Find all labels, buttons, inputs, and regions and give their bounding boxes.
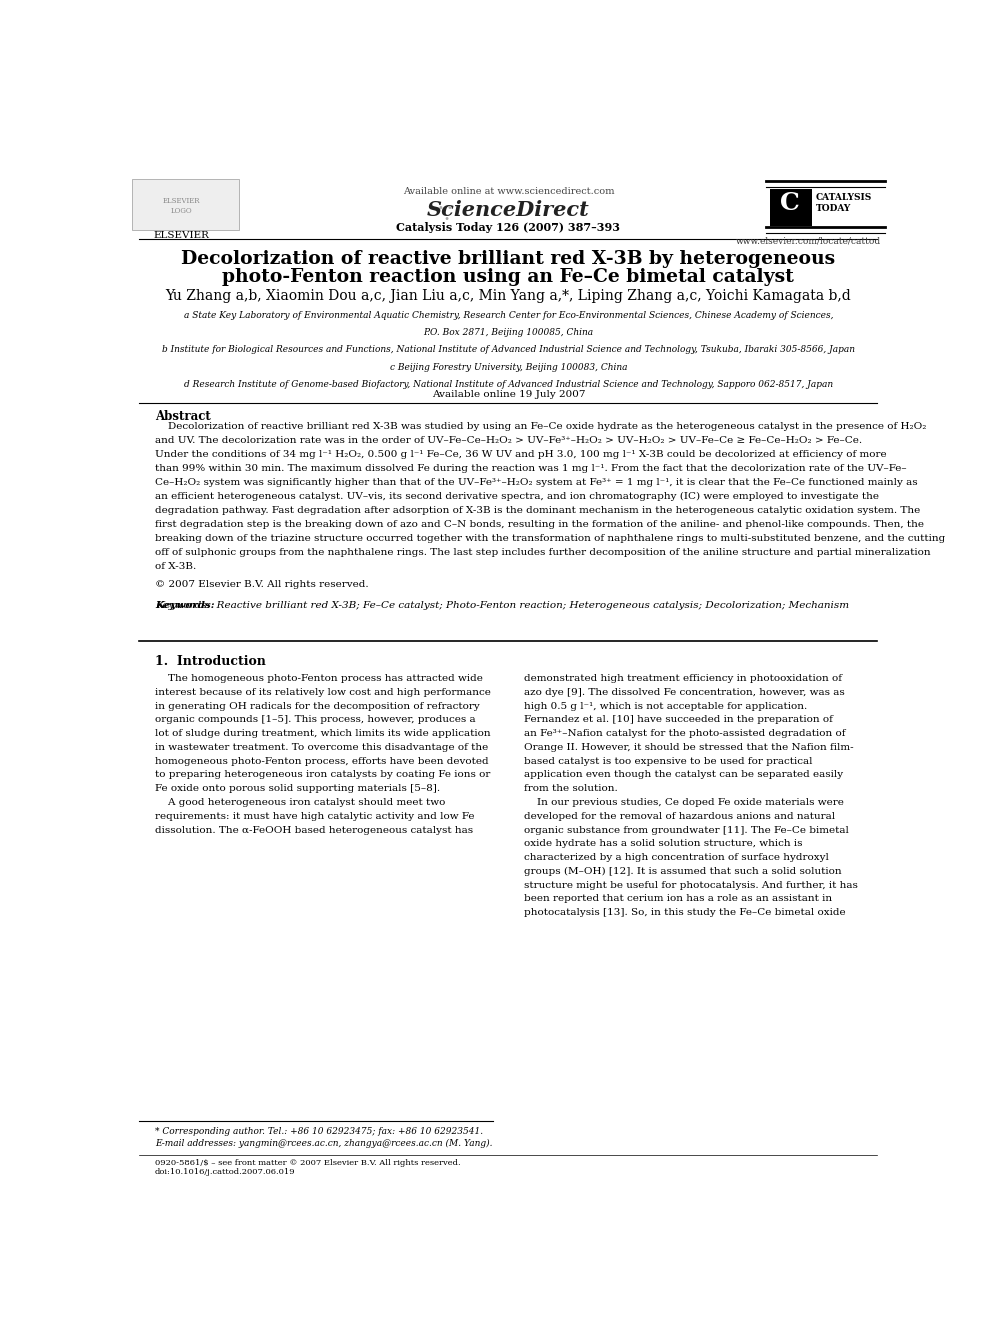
Text: characterized by a high concentration of surface hydroxyl: characterized by a high concentration of… xyxy=(524,853,828,863)
Text: an efficient heterogeneous catalyst. UV–vis, its second derivative spectra, and : an efficient heterogeneous catalyst. UV–… xyxy=(155,492,879,501)
Text: a State Key Laboratory of Environmental Aquatic Chemistry, Research Center for E: a State Key Laboratory of Environmental … xyxy=(184,311,833,320)
Bar xyxy=(770,189,812,226)
Text: than 99% within 30 min. The maximum dissolved Fe during the reaction was 1 mg l⁻: than 99% within 30 min. The maximum diss… xyxy=(155,464,907,472)
Text: Fe oxide onto porous solid supporting materials [5–8].: Fe oxide onto porous solid supporting ma… xyxy=(155,785,439,794)
Text: Under the conditions of 34 mg l⁻¹ H₂O₂, 0.500 g l⁻¹ Fe–Ce, 36 W UV and pH 3.0, 1: Under the conditions of 34 mg l⁻¹ H₂O₂, … xyxy=(155,450,887,459)
Text: to preparing heterogeneous iron catalysts by coating Fe ions or: to preparing heterogeneous iron catalyst… xyxy=(155,770,490,779)
Text: www.elsevier.com/locate/cattod: www.elsevier.com/locate/cattod xyxy=(736,237,881,245)
Text: d Research Institute of Genome-based Biofactory, National Institute of Advanced : d Research Institute of Genome-based Bio… xyxy=(184,380,833,389)
Text: lot of sludge during treatment, which limits its wide application: lot of sludge during treatment, which li… xyxy=(155,729,490,738)
Text: A good heterogeneous iron catalyst should meet two: A good heterogeneous iron catalyst shoul… xyxy=(155,798,445,807)
Text: organic compounds [1–5]. This process, however, produces a: organic compounds [1–5]. This process, h… xyxy=(155,716,475,725)
Text: © 2007 Elsevier B.V. All rights reserved.: © 2007 Elsevier B.V. All rights reserved… xyxy=(155,581,368,589)
Text: Yu Zhang a,b, Xiaomin Dou a,c, Jian Liu a,c, Min Yang a,*, Liping Zhang a,c, Yoi: Yu Zhang a,b, Xiaomin Dou a,c, Jian Liu … xyxy=(166,290,851,303)
Text: an Fe³⁺–Nafion catalyst for the photo-assisted degradation of: an Fe³⁺–Nafion catalyst for the photo-as… xyxy=(524,729,845,738)
Text: degradation pathway. Fast degradation after adsorption of X-3B is the dominant m: degradation pathway. Fast degradation af… xyxy=(155,505,920,515)
Text: been reported that cerium ion has a role as an assistant in: been reported that cerium ion has a role… xyxy=(524,894,832,904)
Text: P.O. Box 2871, Beijing 100085, China: P.O. Box 2871, Beijing 100085, China xyxy=(424,328,593,337)
Text: Decolorization of reactive brilliant red X-3B by heterogeneous: Decolorization of reactive brilliant red… xyxy=(182,250,835,269)
Text: Available online at www.sciencedirect.com: Available online at www.sciencedirect.co… xyxy=(403,188,614,196)
Text: Catalysis Today 126 (2007) 387–393: Catalysis Today 126 (2007) 387–393 xyxy=(397,222,620,233)
Text: dissolution. The α-FeOOH based heterogeneous catalyst has: dissolution. The α-FeOOH based heterogen… xyxy=(155,826,473,835)
Text: homogeneous photo-Fenton process, efforts have been devoted: homogeneous photo-Fenton process, effort… xyxy=(155,757,488,766)
Text: 1.  Introduction: 1. Introduction xyxy=(155,655,266,668)
Text: Fernandez et al. [10] have succeeded in the preparation of: Fernandez et al. [10] have succeeded in … xyxy=(524,716,832,725)
Text: in wastewater treatment. To overcome this disadvantage of the: in wastewater treatment. To overcome thi… xyxy=(155,744,488,751)
Text: off of sulphonic groups from the naphthalene rings. The last step includes furth: off of sulphonic groups from the naphtha… xyxy=(155,548,930,557)
Text: In our previous studies, Ce doped Fe oxide materials were: In our previous studies, Ce doped Fe oxi… xyxy=(524,798,843,807)
Text: photocatalysis [13]. So, in this study the Fe–Ce bimetal oxide: photocatalysis [13]. So, in this study t… xyxy=(524,908,845,917)
Text: structure might be useful for photocatalysis. And further, it has: structure might be useful for photocatal… xyxy=(524,881,858,889)
Text: organic substance from groundwater [11]. The Fe–Ce bimetal: organic substance from groundwater [11].… xyxy=(524,826,848,835)
Text: Decolorization of reactive brilliant red X-3B was studied by using an Fe–Ce oxid: Decolorization of reactive brilliant red… xyxy=(155,422,927,430)
Text: E-mail addresses: yangmin@rcees.ac.cn, zhangya@rcees.ac.cn (M. Yang).: E-mail addresses: yangmin@rcees.ac.cn, z… xyxy=(155,1139,492,1148)
Text: • •
 •: • • • xyxy=(437,202,452,224)
Text: breaking down of the triazine structure occurred together with the transformatio: breaking down of the triazine structure … xyxy=(155,534,945,542)
Text: Keywords:: Keywords: xyxy=(155,601,214,610)
Text: 0920-5861/$ – see front matter © 2007 Elsevier B.V. All rights reserved.: 0920-5861/$ – see front matter © 2007 El… xyxy=(155,1159,460,1167)
Text: based catalyst is too expensive to be used for practical: based catalyst is too expensive to be us… xyxy=(524,757,812,766)
Text: Keywords:  Reactive brilliant red X-3B; Fe–Ce catalyst; Photo-Fenton reaction; H: Keywords: Reactive brilliant red X-3B; F… xyxy=(155,601,849,610)
Text: ELSEVIER: ELSEVIER xyxy=(154,232,209,239)
Text: doi:10.1016/j.cattod.2007.06.019: doi:10.1016/j.cattod.2007.06.019 xyxy=(155,1168,296,1176)
Text: Available online 19 July 2007: Available online 19 July 2007 xyxy=(432,390,585,400)
Text: CATALYSIS
TODAY: CATALYSIS TODAY xyxy=(815,193,872,213)
Text: first degradation step is the breaking down of azo and C–N bonds, resulting in t: first degradation step is the breaking d… xyxy=(155,520,924,529)
Text: and UV. The decolorization rate was in the order of UV–Fe–Ce–H₂O₂ > UV–Fe³⁺–H₂O₂: and UV. The decolorization rate was in t… xyxy=(155,435,862,445)
Text: interest because of its relatively low cost and high performance: interest because of its relatively low c… xyxy=(155,688,491,697)
Text: ELSEVIER
LOGO: ELSEVIER LOGO xyxy=(163,197,200,214)
Text: ScienceDirect: ScienceDirect xyxy=(427,200,590,220)
Text: photo-Fenton reaction using an Fe–Ce bimetal catalyst: photo-Fenton reaction using an Fe–Ce bim… xyxy=(222,267,795,286)
Text: developed for the removal of hazardous anions and natural: developed for the removal of hazardous a… xyxy=(524,812,835,820)
Text: Orange II. However, it should be stressed that the Nafion film-: Orange II. However, it should be stresse… xyxy=(524,744,853,751)
Bar xyxy=(132,179,239,230)
Text: groups (M–OH) [12]. It is assumed that such a solid solution: groups (M–OH) [12]. It is assumed that s… xyxy=(524,867,841,876)
Text: azo dye [9]. The dissolved Fe concentration, however, was as: azo dye [9]. The dissolved Fe concentrat… xyxy=(524,688,844,697)
Text: The homogeneous photo-Fenton process has attracted wide: The homogeneous photo-Fenton process has… xyxy=(155,675,483,683)
Text: c Beijing Forestry University, Beijing 100083, China: c Beijing Forestry University, Beijing 1… xyxy=(390,363,627,372)
Text: application even though the catalyst can be separated easily: application even though the catalyst can… xyxy=(524,770,843,779)
Text: * Corresponding author. Tel.: +86 10 62923475; fax: +86 10 62923541.: * Corresponding author. Tel.: +86 10 629… xyxy=(155,1127,483,1135)
Text: from the solution.: from the solution. xyxy=(524,785,618,794)
Text: requirements: it must have high catalytic activity and low Fe: requirements: it must have high catalyti… xyxy=(155,812,474,820)
Text: of X-3B.: of X-3B. xyxy=(155,562,196,572)
Text: high 0.5 g l⁻¹, which is not acceptable for application.: high 0.5 g l⁻¹, which is not acceptable … xyxy=(524,701,807,710)
Text: oxide hydrate has a solid solution structure, which is: oxide hydrate has a solid solution struc… xyxy=(524,839,803,848)
Text: in generating OH radicals for the decomposition of refractory: in generating OH radicals for the decomp… xyxy=(155,701,479,710)
Text: demonstrated high treatment efficiency in photooxidation of: demonstrated high treatment efficiency i… xyxy=(524,675,842,683)
Text: b Institute for Biological Resources and Functions, National Institute of Advanc: b Institute for Biological Resources and… xyxy=(162,345,855,355)
Text: Abstract: Abstract xyxy=(155,410,210,423)
Text: C: C xyxy=(780,192,800,216)
Text: Ce–H₂O₂ system was significantly higher than that of the UV–Fe³⁺–H₂O₂ system at : Ce–H₂O₂ system was significantly higher … xyxy=(155,478,918,487)
